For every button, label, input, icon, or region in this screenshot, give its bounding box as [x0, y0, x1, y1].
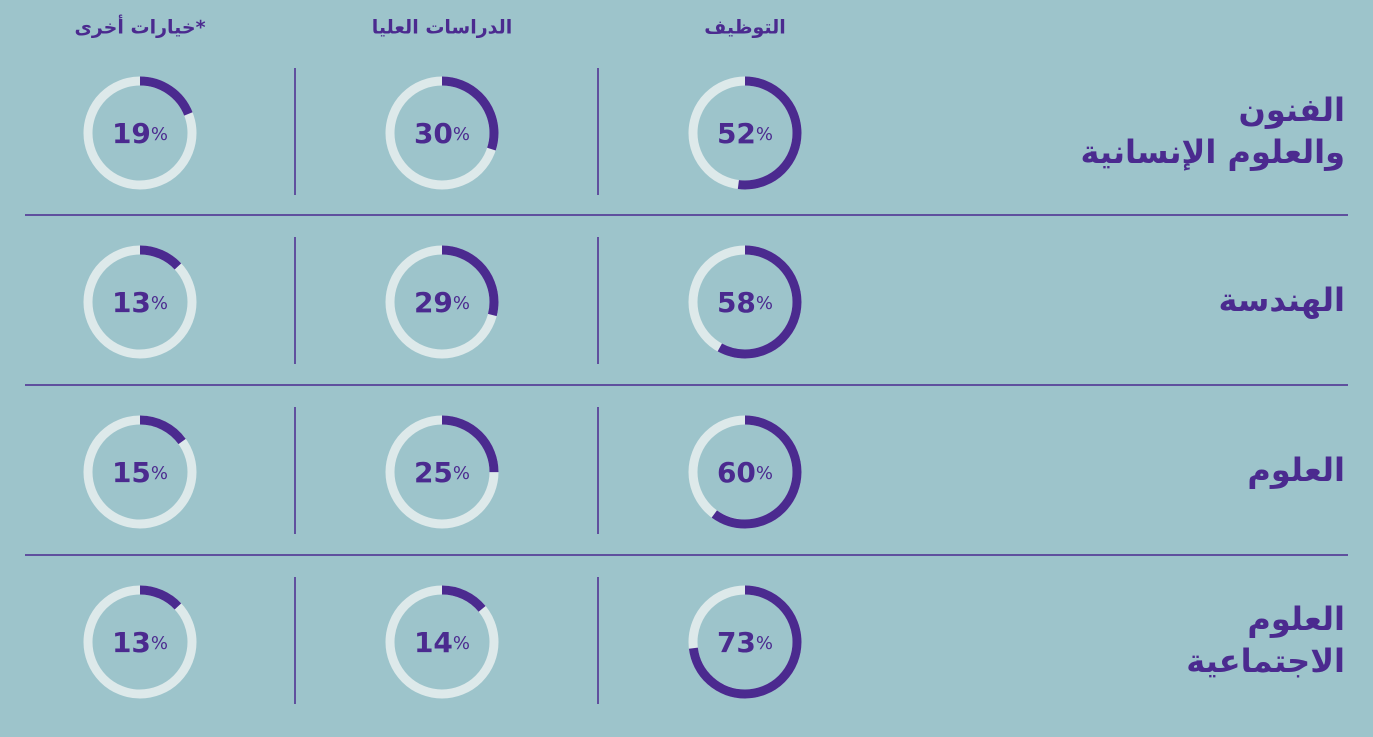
column-header: الدراسات العليا — [372, 17, 513, 39]
unit-text: % — [453, 124, 470, 145]
unit-text: % — [151, 463, 168, 484]
donut-label: 13% — [112, 626, 168, 659]
row-label: والعلوم الإنسانية — [1080, 133, 1345, 171]
row-label: العلوم — [1247, 600, 1345, 638]
value-text: 13 — [112, 626, 151, 659]
row-label: الاجتماعية — [1186, 642, 1345, 680]
donut-label: 19% — [112, 117, 168, 150]
unit-text: % — [151, 124, 168, 145]
donut-arc — [688, 585, 802, 699]
value-text: 60 — [717, 456, 756, 489]
unit-text: % — [453, 293, 470, 314]
donut-arc — [385, 245, 499, 359]
row-label: العلوم — [1247, 451, 1345, 489]
unit-text: % — [756, 633, 773, 654]
row-label: الهندسة — [1218, 281, 1345, 319]
value-text: 73 — [717, 626, 756, 659]
column-header: خيارات أخرى* — [74, 15, 205, 39]
value-text: 58 — [717, 286, 756, 319]
value-text: 13 — [112, 286, 151, 319]
donut-arc — [385, 415, 499, 529]
donut-arc — [83, 585, 197, 699]
donut-label: 14% — [414, 626, 470, 659]
donut-arc — [83, 245, 197, 359]
value-text: 25 — [414, 456, 453, 489]
donut-arc — [385, 76, 499, 190]
unit-text: % — [151, 633, 168, 654]
value-text: 14 — [414, 626, 453, 659]
unit-text: % — [756, 293, 773, 314]
column-header: التوظيف — [704, 17, 786, 39]
value-text: 19 — [112, 117, 151, 150]
value-text: 15 — [112, 456, 151, 489]
donut-arc — [83, 76, 197, 190]
donut-arc — [688, 76, 802, 190]
donut-label: 58% — [717, 286, 773, 319]
unit-text: % — [151, 293, 168, 314]
donut-arc — [688, 415, 802, 529]
row-label: الفنون — [1239, 91, 1345, 129]
value-text: 52 — [717, 117, 756, 150]
donut-label: 25% — [414, 456, 470, 489]
donut-label: 73% — [717, 626, 773, 659]
unit-text: % — [453, 633, 470, 654]
unit-text: % — [756, 463, 773, 484]
value-text: 29 — [414, 286, 453, 319]
donut-arc — [385, 585, 499, 699]
donut-arc — [83, 415, 197, 529]
donut-label: 29% — [414, 286, 470, 319]
donut-label: 52% — [717, 117, 773, 150]
unit-text: % — [756, 124, 773, 145]
value-text: 30 — [414, 117, 453, 150]
donut-label: 30% — [414, 117, 470, 150]
donut-label: 13% — [112, 286, 168, 319]
donut-arc — [688, 245, 802, 359]
unit-text: % — [453, 463, 470, 484]
donut-label: 15% — [112, 456, 168, 489]
donut-label: 60% — [717, 456, 773, 489]
